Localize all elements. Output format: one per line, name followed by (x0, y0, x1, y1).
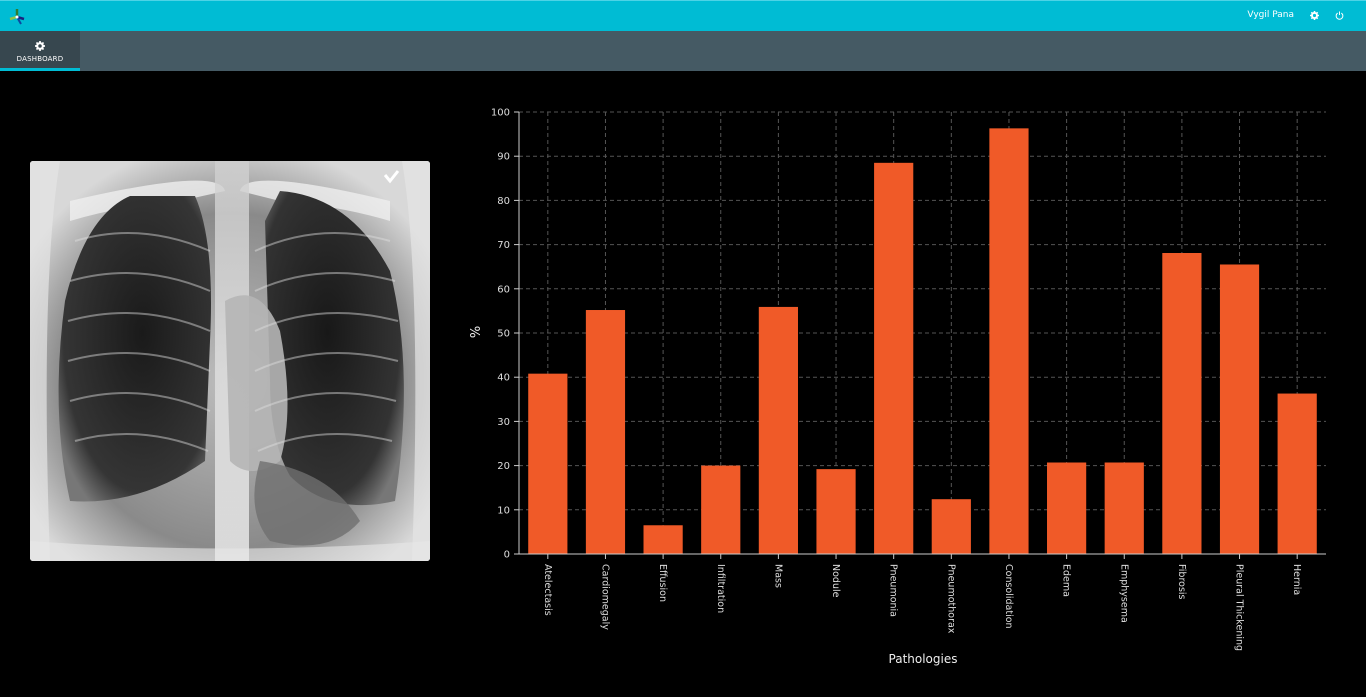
chest-xray-image (30, 161, 430, 561)
x-axis-label: Pathologies (889, 652, 958, 666)
x-tick-label: Pneumonia (888, 564, 899, 617)
pathology-bar-chart: 0 10 20 30 40 50 60 70 80 90 100 Atelectasis Cardio… (469, 108, 1326, 666)
bar-cardiomegaly[interactable] (585, 310, 626, 554)
y-tick-label: 40 (497, 373, 510, 384)
x-tick-label: Consolidation (1003, 564, 1014, 629)
x-tick-label: Atelectasis (542, 564, 553, 616)
bar-effusion[interactable] (643, 525, 683, 554)
x-tick-label: Hernia (1291, 564, 1302, 595)
y-axis-ticks: 0 10 20 30 40 50 60 70 80 90 100 (491, 108, 519, 561)
y-axis-label: % (469, 326, 484, 338)
user-name[interactable]: Vygil Pana (1247, 10, 1294, 20)
chart-bars (528, 128, 1317, 555)
bar-pleural-thickening[interactable] (1219, 264, 1260, 554)
bar-consolidation[interactable] (989, 128, 1029, 554)
tab-dashboard[interactable]: DASHBOARD (0, 31, 80, 71)
x-tick-label: Infiltration (715, 564, 726, 613)
y-tick-label: 80 (497, 196, 510, 207)
y-tick-label: 0 (504, 550, 510, 561)
y-tick-label: 10 (497, 505, 510, 516)
x-axis-ticks: Atelectasis Cardiomegaly Effusion Infiltrat… (542, 554, 1302, 651)
bar-pneumonia[interactable] (874, 162, 914, 554)
bar-nodule[interactable] (816, 469, 856, 554)
dashboard-gear-icon (35, 41, 45, 51)
y-tick-label: 100 (491, 108, 510, 119)
x-tick-label: Nodule (830, 564, 841, 598)
x-tick-label: Mass (772, 564, 783, 588)
app-logo-icon[interactable] (6, 5, 28, 27)
x-tick-label: Effusion (657, 564, 668, 602)
x-tick-label: Emphysema (1118, 564, 1129, 623)
bar-emphysema[interactable] (1104, 462, 1144, 554)
y-tick-label: 30 (497, 417, 510, 428)
tab-dashboard-label: DASHBOARD (16, 55, 64, 63)
x-tick-label: Pneumothorax (945, 564, 956, 634)
bar-fibrosis[interactable] (1162, 252, 1202, 555)
settings-gear-icon[interactable] (1307, 8, 1321, 22)
bar-hernia[interactable] (1277, 393, 1317, 554)
top-bar: Vygil Pana (0, 0, 1366, 32)
bar-mass[interactable] (758, 306, 798, 554)
y-tick-label: 70 (497, 240, 510, 251)
bar-pneumothorax[interactable] (931, 499, 971, 554)
y-tick-label: 60 (497, 284, 510, 295)
power-logout-icon[interactable] (1332, 8, 1346, 22)
x-tick-label: Fibrosis (1176, 564, 1187, 600)
y-tick-label: 50 (497, 329, 510, 340)
bar-infiltration[interactable] (701, 465, 741, 554)
x-tick-label: Pleural Thickening (1234, 564, 1245, 651)
x-tick-label: Cardiomegaly (599, 564, 610, 630)
bar-edema[interactable] (1047, 462, 1087, 554)
y-tick-label: 20 (497, 461, 510, 472)
y-tick-label: 90 (497, 152, 510, 163)
bar-atelectasis[interactable] (528, 373, 568, 554)
chart-grid (519, 111, 1326, 555)
x-tick-label: Edema (1061, 564, 1072, 597)
nav-bar: DASHBOARD (0, 31, 1366, 71)
